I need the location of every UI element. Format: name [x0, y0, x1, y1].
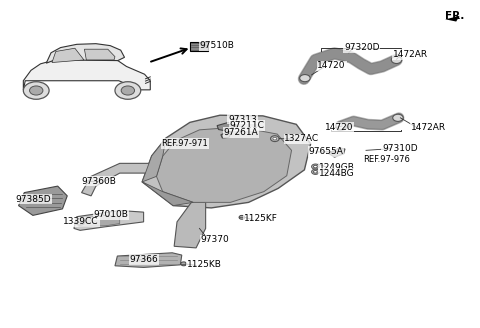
Polygon shape — [329, 148, 345, 157]
Polygon shape — [115, 253, 182, 267]
Polygon shape — [82, 163, 153, 196]
Polygon shape — [142, 115, 311, 208]
Polygon shape — [84, 49, 115, 60]
Circle shape — [24, 82, 49, 99]
Text: 97385D: 97385D — [16, 195, 51, 204]
Circle shape — [181, 262, 187, 266]
Text: 97261A: 97261A — [224, 128, 259, 137]
Text: 97370: 97370 — [201, 235, 229, 244]
Circle shape — [273, 137, 277, 140]
Text: 97313: 97313 — [228, 114, 257, 124]
Text: 97310D: 97310D — [382, 144, 418, 153]
Circle shape — [115, 82, 141, 99]
Text: 97360B: 97360B — [82, 177, 117, 186]
Polygon shape — [79, 215, 120, 226]
Polygon shape — [174, 202, 205, 248]
Circle shape — [75, 219, 85, 225]
Text: 97010B: 97010B — [94, 210, 128, 219]
Circle shape — [313, 165, 317, 168]
Circle shape — [313, 171, 317, 173]
Text: 1327AC: 1327AC — [284, 134, 320, 143]
Text: 1125KB: 1125KB — [187, 260, 221, 269]
Polygon shape — [46, 44, 124, 63]
Polygon shape — [74, 211, 144, 230]
Text: REF.97-976: REF.97-976 — [363, 155, 410, 164]
Polygon shape — [217, 122, 237, 132]
Circle shape — [336, 122, 347, 130]
Text: 14720: 14720 — [317, 61, 346, 70]
Polygon shape — [142, 138, 166, 182]
Circle shape — [312, 169, 319, 174]
Text: 1125KF: 1125KF — [244, 214, 278, 223]
Circle shape — [312, 164, 319, 169]
Text: FR.: FR. — [445, 11, 464, 21]
Text: REF.97-971: REF.97-971 — [161, 139, 208, 148]
Text: 1244BG: 1244BG — [319, 169, 355, 177]
Circle shape — [121, 86, 134, 95]
Circle shape — [30, 86, 43, 95]
Polygon shape — [52, 48, 84, 63]
Text: 14720: 14720 — [325, 123, 353, 132]
Text: 97655A: 97655A — [308, 147, 343, 156]
Circle shape — [391, 56, 402, 64]
Text: 97366: 97366 — [129, 255, 158, 264]
Text: 97211C: 97211C — [229, 121, 264, 130]
Text: 97510B: 97510B — [199, 41, 234, 50]
Polygon shape — [190, 42, 207, 51]
Text: 1249GB: 1249GB — [319, 163, 355, 172]
Text: 1472AR: 1472AR — [411, 123, 446, 132]
Text: 97320D: 97320D — [344, 43, 380, 52]
Polygon shape — [24, 57, 150, 90]
Polygon shape — [142, 182, 193, 206]
Polygon shape — [156, 127, 291, 202]
Circle shape — [393, 114, 403, 121]
Polygon shape — [19, 186, 67, 215]
Text: 1339CC: 1339CC — [63, 217, 99, 226]
Circle shape — [239, 215, 245, 219]
Circle shape — [300, 74, 310, 82]
Polygon shape — [445, 16, 459, 22]
Text: 1472AR: 1472AR — [393, 50, 428, 59]
Polygon shape — [221, 133, 230, 138]
Circle shape — [271, 136, 279, 142]
